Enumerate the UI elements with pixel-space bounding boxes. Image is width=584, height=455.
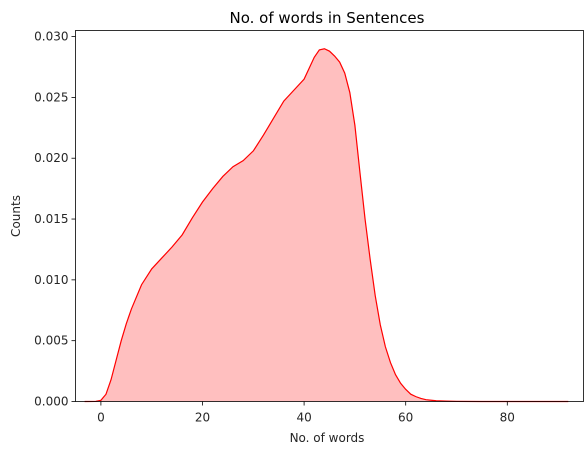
x-tick-label: 80 (500, 411, 515, 425)
y-tick-label: 0.025 (34, 90, 68, 104)
y-axis-label: Counts (9, 195, 23, 237)
x-tick-label: 0 (97, 411, 105, 425)
plot-area (84, 48, 569, 403)
y-tick-label: 0.010 (34, 273, 68, 287)
y-tick-label: 0.000 (34, 395, 68, 409)
y-tick-label: 0.005 (34, 334, 68, 348)
density-area-fill (84, 48, 569, 402)
y-tick-label: 0.020 (34, 151, 68, 165)
x-tick-label: 60 (398, 411, 413, 425)
x-tick-label: 40 (296, 411, 311, 425)
density-curve (84, 48, 569, 403)
x-tick-label: 20 (195, 411, 210, 425)
x-axis-ticks: 0 20 40 60 80 (97, 401, 515, 425)
chart-title: No. of words in Sentences (230, 9, 425, 27)
x-axis-label: No. of words (290, 431, 365, 445)
y-axis-ticks: 0.000 0.005 0.010 0.015 0.020 0.025 0.030 (34, 30, 76, 409)
y-tick-label: 0.030 (34, 30, 68, 44)
y-tick-label: 0.015 (34, 212, 68, 226)
